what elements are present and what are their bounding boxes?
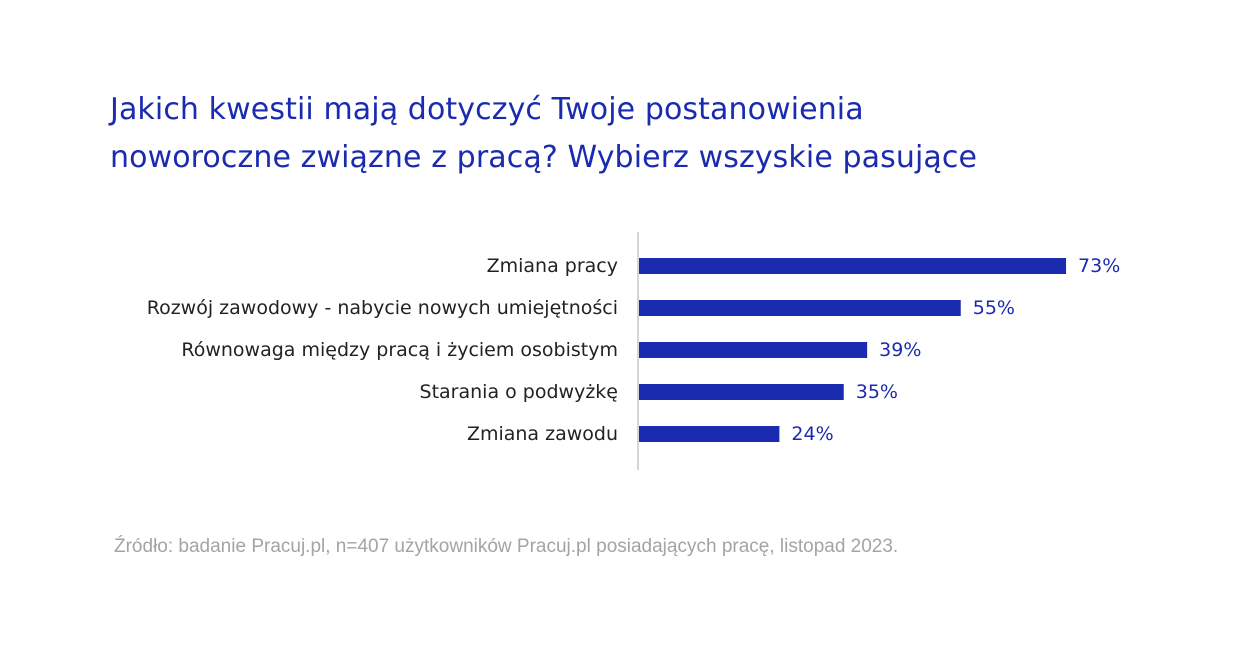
value-label: 55% xyxy=(973,297,1015,319)
bar xyxy=(639,426,780,442)
bar-group: Zmiana pracy 73% Rozwój zawodowy - nabycie… xyxy=(147,255,1121,445)
source-note: Źródło: badanie Pracuj.pl, n=407 użytkow… xyxy=(114,536,899,557)
category-label: Zmiana zawodu xyxy=(467,423,618,445)
chart-title: Jakich kwestii mają dotyczyć Twoje posta… xyxy=(110,86,1190,182)
value-label: 39% xyxy=(879,339,921,361)
category-label: Zmiana pracy xyxy=(487,255,618,277)
value-label: 73% xyxy=(1078,255,1120,277)
category-label: Starania o podwyżkę xyxy=(420,381,618,403)
value-label: 35% xyxy=(856,381,898,403)
value-label: 24% xyxy=(791,423,833,445)
category-label: Rozwój zawodowy - nabycie nowych umiejęt… xyxy=(147,297,618,319)
bar-chart: Zmiana pracy 73% Rozwój zawodowy - nabycie… xyxy=(147,232,1121,470)
category-label: Równowaga między pracą i życiem osobisty… xyxy=(181,339,618,361)
chart-title-line-1: Jakich kwestii mają dotyczyć Twoje posta… xyxy=(110,92,864,127)
bar xyxy=(639,258,1067,274)
chart-title-line-2: noworoczne związne z pracą? Wybierz wszy… xyxy=(110,140,978,175)
bar xyxy=(639,384,844,400)
bar xyxy=(639,342,868,358)
bar xyxy=(639,300,961,316)
